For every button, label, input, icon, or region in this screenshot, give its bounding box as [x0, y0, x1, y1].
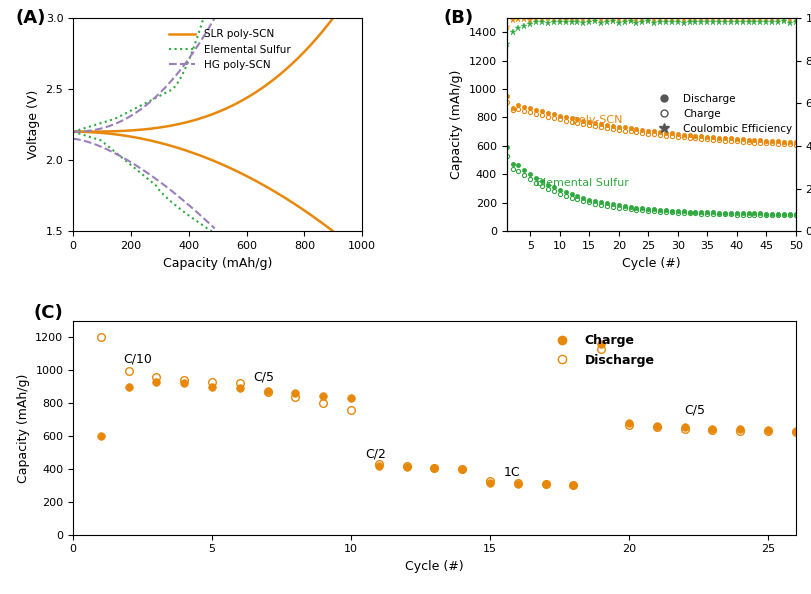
Discharge [429, 464, 439, 471]
Y-axis label: Capacity (mAh/g): Capacity (mAh/g) [17, 373, 30, 482]
Charge [429, 465, 439, 472]
Discharge [790, 428, 800, 435]
Charge [651, 422, 661, 429]
Charge [624, 419, 633, 426]
Charge [790, 428, 800, 435]
Text: (B): (B) [443, 10, 473, 27]
Charge [762, 426, 772, 434]
Discharge [595, 346, 605, 353]
Text: C/2: C/2 [364, 447, 385, 460]
X-axis label: Capacity (mAh/g): Capacity (mAh/g) [163, 257, 272, 270]
Charge [318, 392, 328, 399]
Text: Elemental Sulfur: Elemental Sulfur [535, 178, 629, 188]
Charge [290, 390, 300, 397]
Charge [96, 432, 105, 440]
Discharge [96, 333, 105, 340]
Y-axis label: Capacity (mAh/g): Capacity (mAh/g) [450, 70, 463, 179]
Discharge [290, 393, 300, 400]
Discharge [568, 482, 577, 489]
Charge [595, 340, 605, 347]
Text: poly-SCN: poly-SCN [571, 115, 621, 125]
Charge [123, 383, 133, 390]
Text: 1C: 1C [504, 466, 520, 479]
Legend: SLR poly-SCN, Elemental Sulfur, HG poly-SCN: SLR poly-SCN, Elemental Sulfur, HG poly-… [165, 25, 294, 74]
Charge [401, 464, 411, 471]
Line: Charge: Charge [97, 340, 799, 489]
Discharge [318, 400, 328, 407]
Text: C/5: C/5 [253, 370, 274, 383]
Discharge [234, 380, 244, 387]
Discharge [374, 460, 384, 467]
Discharge [207, 378, 217, 386]
Discharge [679, 425, 689, 432]
Text: (C): (C) [33, 304, 63, 322]
Charge [568, 482, 577, 489]
Discharge [345, 406, 355, 413]
Discharge [735, 427, 744, 434]
Charge [513, 480, 522, 487]
Charge [706, 425, 716, 432]
Discharge [762, 428, 772, 435]
X-axis label: Cycle (#): Cycle (#) [621, 257, 680, 270]
Discharge [624, 421, 633, 428]
Discharge [706, 426, 716, 434]
Charge [735, 426, 744, 433]
Charge [207, 383, 217, 390]
Discharge [123, 368, 133, 375]
Discharge [457, 466, 466, 473]
Charge [484, 479, 494, 486]
Charge [234, 385, 244, 392]
Text: C/10: C/10 [123, 352, 152, 365]
Discharge [401, 462, 411, 469]
Line: Discharge: Discharge [97, 333, 799, 489]
Charge [345, 394, 355, 402]
Discharge [179, 377, 189, 384]
Charge [152, 378, 161, 386]
Charge [263, 387, 272, 394]
Charge [679, 424, 689, 431]
Charge [179, 380, 189, 387]
Discharge [651, 424, 661, 431]
Discharge [540, 481, 550, 488]
Text: (A): (A) [15, 10, 45, 27]
Legend: Charge, Discharge: Charge, Discharge [543, 330, 659, 372]
Discharge [263, 388, 272, 395]
X-axis label: Cycle (#): Cycle (#) [405, 560, 463, 573]
Y-axis label: Voltage (V): Voltage (V) [27, 90, 40, 159]
Charge [457, 465, 466, 472]
Discharge [152, 374, 161, 381]
Discharge [513, 479, 522, 486]
Text: C/5: C/5 [684, 403, 705, 416]
Charge [374, 463, 384, 470]
Legend: Discharge, Charge, Coulombic Efficiency: Discharge, Charge, Coulombic Efficiency [649, 90, 796, 138]
Charge [540, 481, 550, 488]
Discharge [484, 478, 494, 485]
